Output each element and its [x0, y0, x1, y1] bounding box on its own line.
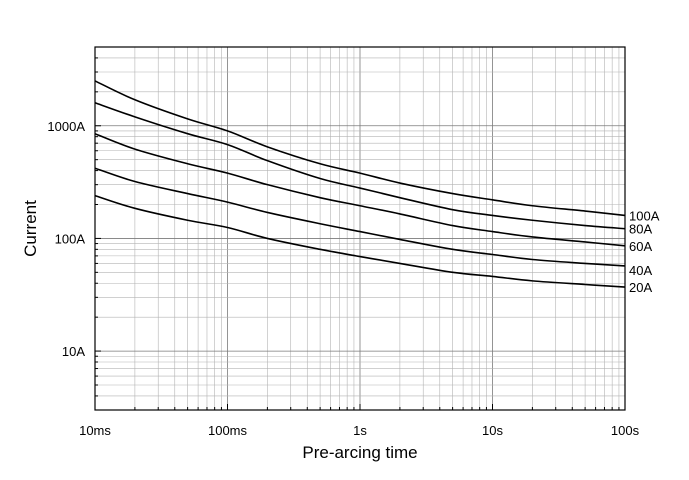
series-label-60A: 60A [629, 239, 652, 254]
series-label-100A: 100A [629, 208, 660, 223]
series-lines [94, 80, 626, 288]
series-line-20A [94, 194, 626, 288]
axis-ticks [94, 46, 620, 411]
y-axis-title: Current [21, 200, 40, 257]
tick-labels: 10ms 100ms 1s 10s 100s10A100A1000A100A80A60A… [47, 119, 659, 438]
x-axis-title: Pre-arcing time [302, 443, 417, 462]
x-tick-label: 10ms [79, 423, 111, 438]
grid [94, 46, 625, 411]
x-tick-label: 100s [611, 423, 640, 438]
x-tick-label: 10s [482, 423, 503, 438]
y-tick-label: 100A [55, 231, 86, 246]
x-tick-label: 1s [353, 423, 367, 438]
series-line-60A [94, 132, 626, 247]
y-tick-label: 10A [62, 344, 85, 359]
series-label-20A: 20A [629, 280, 652, 295]
x-tick-label: 100ms [208, 423, 248, 438]
series-line-40A [94, 167, 626, 267]
series-label-80A: 80A [629, 222, 652, 237]
y-tick-label: 1000A [47, 119, 85, 134]
series-label-40A: 40A [629, 263, 652, 278]
series-line-80A [94, 101, 626, 230]
series-line-100A [94, 80, 626, 217]
